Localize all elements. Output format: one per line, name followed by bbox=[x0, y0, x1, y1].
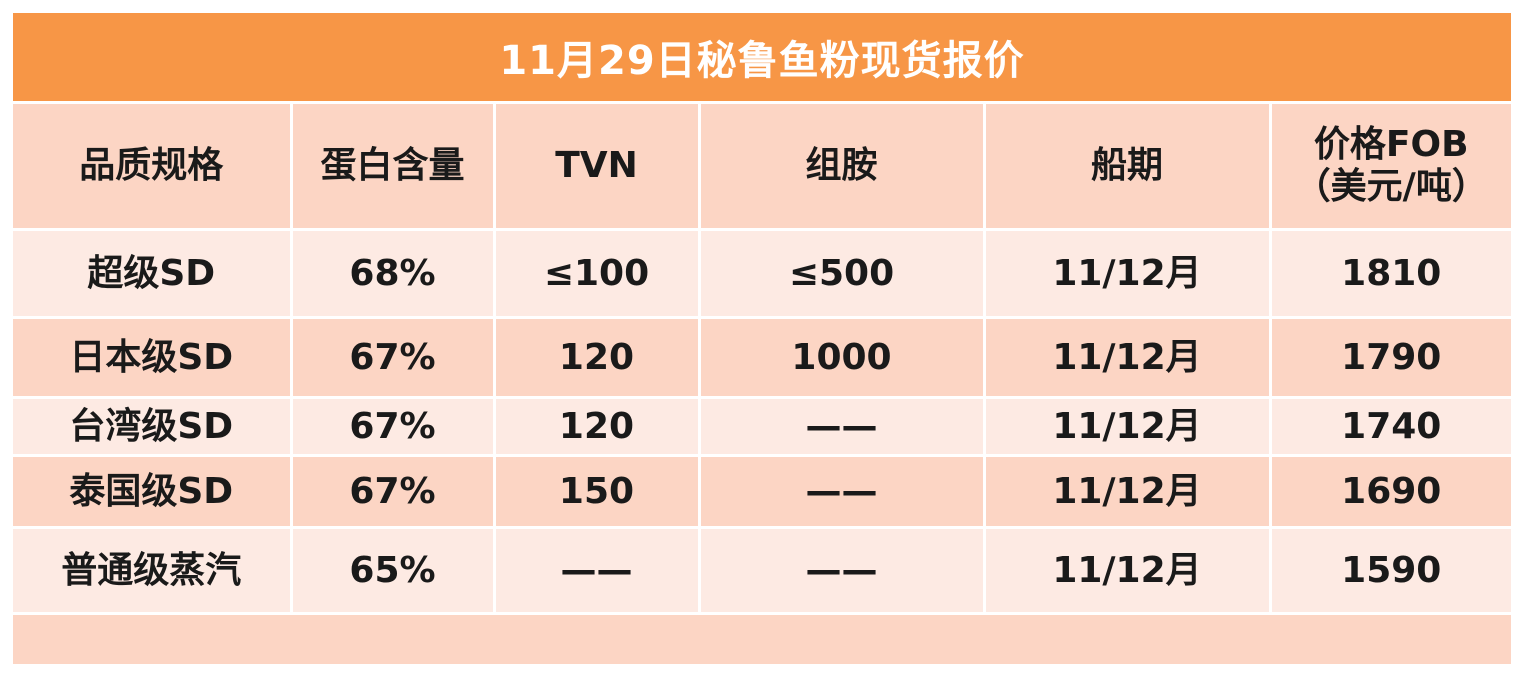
table-row: 普通级蒸汽 65% —— —— 11/12月 1590 bbox=[13, 527, 1511, 615]
cell-tvn: 120 bbox=[492, 317, 701, 399]
table-row: 泰国级SD 67% 150 —— 11/12月 1690 bbox=[13, 455, 1511, 529]
header-shipment: 船期 bbox=[982, 102, 1272, 231]
cell-shipment: 11/12月 bbox=[982, 455, 1272, 529]
table-title: 11月29日秘鲁鱼粉现货报价 bbox=[13, 13, 1511, 101]
cell-tvn: 120 bbox=[492, 397, 701, 457]
header-row: 品质规格 蛋白含量 TVN 组胺 船期 价格FOB （美元/吨） bbox=[13, 102, 1511, 231]
cell-protein: 67% bbox=[289, 455, 496, 529]
cell-shipment: 11/12月 bbox=[982, 527, 1272, 615]
cell-shipment: 11/12月 bbox=[982, 397, 1272, 457]
header-price-label: 价格FOB bbox=[1313, 124, 1469, 165]
header-protein: 蛋白含量 bbox=[289, 102, 496, 231]
cell-grade: 普通级蒸汽 bbox=[13, 527, 293, 615]
header-price: 价格FOB （美元/吨） bbox=[1268, 102, 1511, 231]
header-histamine: 组胺 bbox=[697, 102, 986, 231]
table-footer-row bbox=[13, 613, 1511, 667]
price-quote-sheet: 11月29日秘鲁鱼粉现货报价 品质规格 蛋白含量 TVN 组胺 船期 价格FOB… bbox=[13, 13, 1511, 667]
header-tvn: TVN bbox=[492, 102, 701, 231]
cell-shipment: 11/12月 bbox=[982, 317, 1272, 399]
cell-histamine: 1000 bbox=[697, 317, 986, 399]
cell-tvn: —— bbox=[492, 527, 701, 615]
cell-price: 1810 bbox=[1268, 229, 1511, 319]
cell-histamine: ≤500 bbox=[697, 229, 986, 319]
cell-histamine: —— bbox=[697, 527, 986, 615]
cell-grade: 台湾级SD bbox=[13, 397, 293, 457]
empty-footer-cell bbox=[13, 613, 1511, 667]
cell-price: 1790 bbox=[1268, 317, 1511, 399]
table-row: 日本级SD 67% 120 1000 11/12月 1790 bbox=[13, 317, 1511, 399]
cell-histamine: —— bbox=[697, 455, 986, 529]
cell-grade: 超级SD bbox=[13, 229, 293, 319]
cell-protein: 67% bbox=[289, 317, 496, 399]
header-price-unit: （美元/吨） bbox=[1294, 166, 1488, 207]
cell-tvn: ≤100 bbox=[492, 229, 701, 319]
cell-protein: 67% bbox=[289, 397, 496, 457]
cell-protein: 68% bbox=[289, 229, 496, 319]
cell-grade: 泰国级SD bbox=[13, 455, 293, 529]
table-row: 超级SD 68% ≤100 ≤500 11/12月 1810 bbox=[13, 229, 1511, 319]
header-grade: 品质规格 bbox=[13, 102, 293, 231]
table-row: 台湾级SD 67% 120 —— 11/12月 1740 bbox=[13, 397, 1511, 457]
price-table: 品质规格 蛋白含量 TVN 组胺 船期 价格FOB （美元/吨） 超级SD 68… bbox=[13, 101, 1511, 667]
cell-protein: 65% bbox=[289, 527, 496, 615]
cell-shipment: 11/12月 bbox=[982, 229, 1272, 319]
cell-price: 1590 bbox=[1268, 527, 1511, 615]
cell-histamine: —— bbox=[697, 397, 986, 457]
cell-price: 1690 bbox=[1268, 455, 1511, 529]
cell-price: 1740 bbox=[1268, 397, 1511, 457]
cell-grade: 日本级SD bbox=[13, 317, 293, 399]
cell-tvn: 150 bbox=[492, 455, 701, 529]
